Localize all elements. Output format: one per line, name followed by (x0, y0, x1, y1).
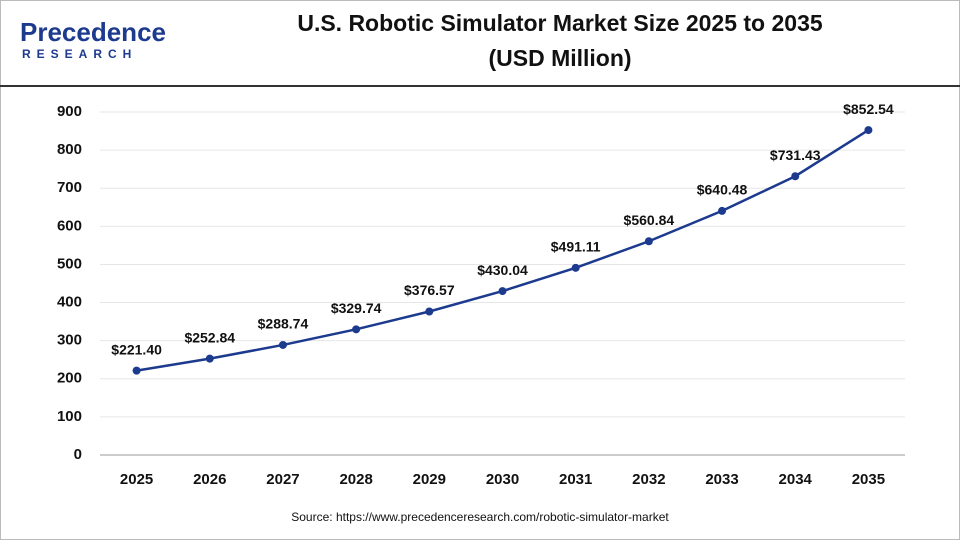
y-tick-label: 700 (57, 179, 82, 196)
header-rule (0, 85, 960, 87)
value-label: $852.54 (843, 101, 894, 117)
point (278, 340, 287, 349)
value-label: $731.43 (770, 147, 821, 163)
point (498, 287, 507, 296)
y-tick-label: 400 (57, 294, 82, 311)
x-tick-label: 2027 (266, 471, 299, 488)
point (352, 325, 361, 334)
y-tick-label: 600 (57, 217, 82, 234)
value-label: $329.74 (331, 300, 382, 316)
point (864, 126, 873, 135)
point (644, 237, 653, 246)
chart-title: U.S. Robotic Simulator Market Size 2025 … (297, 10, 823, 36)
x-tick-label: 2034 (779, 471, 813, 488)
y-tick-label: 900 (57, 103, 82, 120)
point (791, 172, 800, 181)
x-tick-label: 2026 (193, 471, 226, 488)
y-tick-label: 200 (57, 370, 82, 387)
x-tick-label: 2028 (339, 471, 372, 488)
x-tick-label: 2029 (413, 471, 446, 488)
y-tick-label: 800 (57, 141, 82, 158)
y-tick-label: 100 (57, 408, 82, 425)
value-label: $491.11 (551, 239, 601, 255)
point (205, 354, 214, 363)
x-tick-label: 2032 (632, 471, 665, 488)
x-tick-label: 2033 (705, 471, 738, 488)
source: Source: https://www.precedenceresearch.c… (291, 510, 669, 524)
value-label: $252.84 (184, 329, 235, 345)
point (132, 366, 141, 375)
y-tick-label: 0 (74, 446, 82, 463)
value-label: $430.04 (477, 262, 528, 278)
brand-tagline: RESEARCH (22, 47, 137, 61)
x-tick-label: 2025 (120, 471, 153, 488)
x-tick-label: 2035 (852, 471, 885, 488)
point (718, 206, 727, 215)
x-tick-label: 2031 (559, 471, 592, 488)
point (425, 307, 434, 316)
x-tick-label: 2030 (486, 471, 519, 488)
y-tick-label: 500 (57, 255, 82, 272)
chart-subtitle: (USD Million) (488, 45, 631, 71)
value-label: $376.57 (404, 282, 455, 298)
value-label: $640.48 (697, 182, 748, 198)
value-label: $288.74 (258, 316, 309, 332)
point (571, 263, 580, 272)
brand-name: Precedence (20, 17, 166, 47)
value-label: $221.40 (111, 341, 162, 357)
value-label: $560.84 (624, 212, 675, 228)
y-tick-label: 300 (57, 332, 82, 349)
